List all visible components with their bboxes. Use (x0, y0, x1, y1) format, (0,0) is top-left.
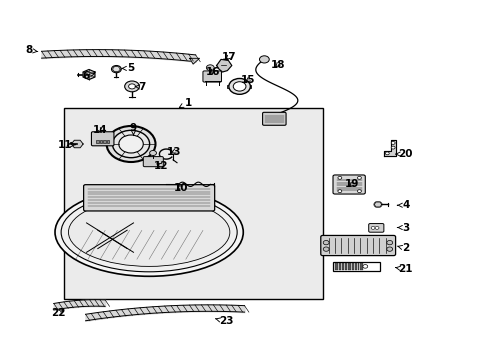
Circle shape (323, 240, 328, 245)
Circle shape (385, 152, 388, 155)
Polygon shape (83, 69, 95, 80)
Circle shape (149, 150, 156, 156)
Ellipse shape (55, 188, 243, 276)
Ellipse shape (68, 198, 229, 266)
Text: 12: 12 (154, 161, 168, 171)
FancyBboxPatch shape (203, 71, 221, 82)
Bar (106, 140, 109, 143)
Text: 1: 1 (179, 98, 191, 108)
Circle shape (357, 176, 361, 179)
Text: 21: 21 (395, 264, 412, 274)
Circle shape (111, 66, 121, 73)
Text: 8: 8 (26, 45, 38, 55)
Text: 7: 7 (135, 82, 145, 92)
Polygon shape (216, 59, 231, 72)
Circle shape (228, 78, 250, 94)
Text: 10: 10 (173, 183, 188, 193)
Bar (103, 140, 105, 143)
Circle shape (386, 240, 392, 245)
Circle shape (362, 265, 367, 268)
Text: 15: 15 (241, 75, 255, 85)
Text: 20: 20 (395, 149, 412, 159)
FancyBboxPatch shape (332, 175, 365, 194)
Polygon shape (71, 140, 83, 148)
Bar (357, 263, 359, 270)
Text: 6: 6 (82, 71, 94, 81)
Text: 9: 9 (130, 123, 137, 136)
Bar (341, 263, 344, 270)
Bar (347, 263, 350, 270)
Bar (226, 85, 231, 88)
FancyBboxPatch shape (368, 224, 383, 232)
Circle shape (323, 247, 328, 251)
FancyBboxPatch shape (83, 185, 214, 211)
Bar (63, 108, 322, 299)
Bar (246, 85, 251, 88)
Bar (360, 263, 363, 270)
Text: 3: 3 (397, 222, 408, 233)
Circle shape (357, 190, 361, 193)
Circle shape (337, 190, 341, 193)
Text: 13: 13 (166, 147, 181, 157)
FancyBboxPatch shape (320, 235, 395, 256)
Circle shape (106, 126, 155, 162)
Circle shape (206, 65, 214, 71)
Ellipse shape (61, 193, 237, 272)
Circle shape (386, 247, 392, 251)
Circle shape (259, 56, 269, 63)
Polygon shape (189, 58, 199, 64)
Text: 11: 11 (58, 140, 75, 150)
Circle shape (112, 130, 149, 158)
FancyBboxPatch shape (262, 112, 285, 125)
Text: 14: 14 (92, 125, 107, 135)
Bar (333, 262, 379, 271)
Bar (351, 263, 353, 270)
Circle shape (390, 146, 394, 149)
FancyBboxPatch shape (143, 157, 163, 167)
Text: 17: 17 (221, 52, 236, 62)
Circle shape (370, 226, 374, 229)
Bar (354, 263, 356, 270)
Circle shape (124, 81, 139, 92)
Bar (335, 263, 338, 270)
Text: 2: 2 (397, 243, 408, 253)
Polygon shape (383, 140, 395, 156)
Polygon shape (373, 202, 381, 207)
Bar (100, 140, 102, 143)
Text: 19: 19 (344, 179, 359, 189)
Text: 5: 5 (122, 63, 134, 73)
Text: 23: 23 (215, 316, 233, 327)
Text: 22: 22 (51, 308, 66, 318)
Bar (345, 263, 346, 270)
Circle shape (119, 135, 143, 153)
Circle shape (233, 82, 245, 91)
Bar (96, 140, 99, 143)
Circle shape (128, 84, 135, 89)
FancyBboxPatch shape (91, 132, 114, 146)
Text: 16: 16 (205, 67, 220, 77)
Bar (339, 263, 340, 270)
Text: 4: 4 (397, 200, 409, 210)
Circle shape (374, 226, 378, 229)
Circle shape (337, 176, 341, 179)
Circle shape (390, 141, 394, 144)
Circle shape (373, 202, 381, 207)
Text: 18: 18 (270, 60, 285, 70)
